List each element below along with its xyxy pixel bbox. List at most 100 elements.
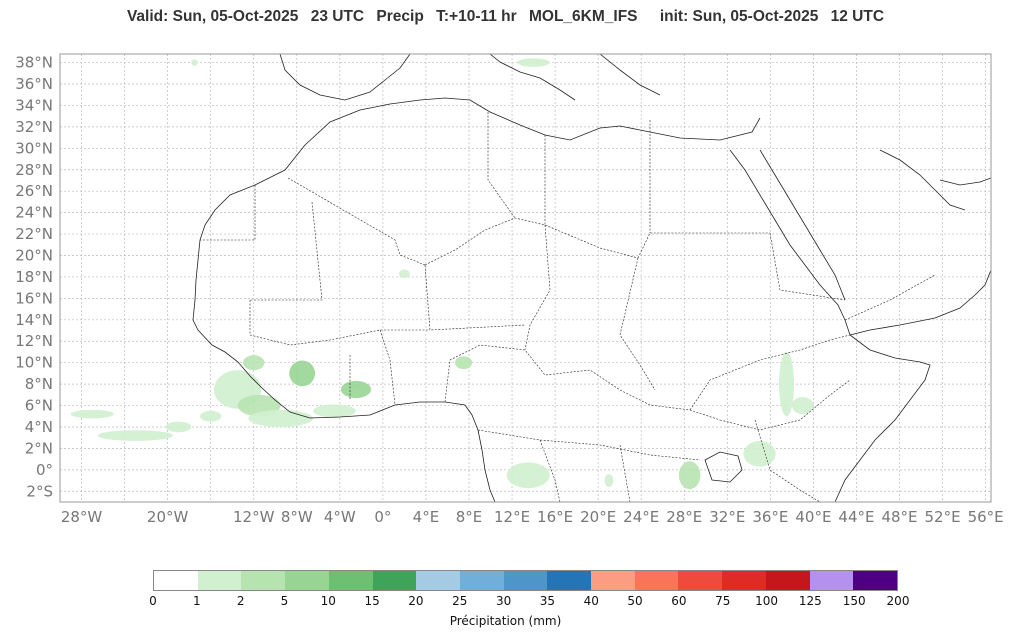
colorbar-swatch	[197, 571, 242, 590]
precip-area	[289, 360, 316, 387]
lon-label: 4°W	[324, 508, 356, 526]
lon-label: 40°E	[795, 508, 831, 526]
map-title: Valid: Sun, 05-Oct-2025 23 UTC Precip T:…	[0, 8, 1011, 26]
precip-area	[399, 269, 410, 278]
lat-label: 22°N	[15, 225, 53, 243]
lat-label: 36°N	[15, 75, 53, 93]
lat-label: 24°N	[15, 204, 53, 222]
colorbar-swatch	[328, 571, 373, 590]
colorbar-swatch	[459, 571, 504, 590]
precipitation-layer	[70, 58, 814, 490]
lat-label: 38°N	[15, 54, 53, 72]
precip-area	[97, 430, 174, 441]
colorbar-swatch	[241, 571, 286, 590]
colorbar-tick-label: 30	[495, 594, 512, 608]
lat-label: 18°N	[15, 268, 53, 286]
lat-label: 12°N	[15, 332, 53, 350]
country-borders	[200, 112, 936, 502]
init-time: 12 UTC	[830, 8, 885, 25]
colorbar-swatch	[416, 571, 460, 590]
colorbar-title: Précipitation (mm)	[449, 614, 562, 628]
colorbar-tick-label: 150	[842, 594, 866, 608]
init-date: init: Sun, 05-Oct-2025	[659, 8, 819, 25]
colorbar-tick-label: 200	[886, 594, 910, 608]
precip-area	[778, 351, 795, 417]
colorbar-swatch	[547, 571, 592, 590]
colorbar-swatch	[722, 571, 766, 590]
lon-label: 28°E	[666, 508, 702, 526]
colorbar-swatch	[809, 571, 854, 590]
colorbar-tick-label: 25	[452, 594, 468, 608]
field-name: Precip	[376, 8, 424, 25]
colorbar-tick-label: 125	[798, 594, 822, 608]
precip-area	[517, 58, 550, 67]
lon-label: 24°E	[623, 508, 659, 526]
lon-label: 56°E	[968, 508, 1004, 526]
precip-area	[506, 462, 550, 489]
lon-label: 12°W	[233, 508, 275, 526]
precip-area	[791, 396, 814, 415]
lead-time: T:+10-11 hr	[436, 8, 517, 25]
map-border	[59, 53, 992, 503]
lat-label: 2°S	[26, 482, 53, 500]
colorbar-tick-label: 10	[320, 594, 336, 608]
lat-label: 10°N	[15, 354, 53, 372]
colorbar-tick-label: 100	[755, 594, 778, 608]
precip-area	[199, 410, 222, 422]
colorbar-swatch	[285, 571, 329, 590]
precip-area	[248, 409, 313, 427]
lon-label: 20°E	[580, 508, 616, 526]
valid-time: 23 UTC	[310, 8, 365, 25]
lat-label: 28°N	[15, 161, 53, 179]
colorbar-swatch	[154, 571, 198, 590]
lat-label: 0°	[36, 461, 53, 479]
lon-label: 0°	[374, 508, 391, 526]
valid-date: Valid: Sun, 05-Oct-2025	[126, 8, 299, 25]
colorbar-tick-label: 20	[408, 594, 424, 608]
lon-label: 48°E	[881, 508, 917, 526]
colorbar-tick-label: 0	[149, 594, 157, 608]
lat-label: 20°N	[15, 246, 53, 264]
lat-label: 14°N	[15, 311, 53, 329]
precip-area	[678, 461, 701, 490]
colorbar-tick-label: 50	[627, 594, 643, 608]
lon-label: 12°E	[494, 508, 530, 526]
lat-label: 32°N	[15, 118, 53, 136]
colorbar-tick-label: 1	[192, 594, 201, 608]
lon-label: 8°W	[281, 508, 313, 526]
colorbar-swatch	[678, 571, 723, 590]
lon-label: 20°W	[147, 508, 189, 526]
lon-label: 16°E	[537, 508, 573, 526]
lat-label: 6°N	[25, 397, 53, 415]
colorbar	[153, 570, 898, 591]
lat-label: 2°N	[25, 439, 53, 457]
lat-label: 4°N	[25, 418, 53, 436]
precip-area	[70, 409, 114, 419]
lat-label: 30°N	[15, 139, 53, 157]
colorbar-swatch	[591, 571, 635, 590]
precip-area	[743, 440, 776, 467]
colorbar-swatch	[503, 571, 548, 590]
precip-area	[312, 404, 356, 418]
lat-label: 8°N	[25, 375, 53, 393]
colorbar-swatch	[853, 571, 897, 590]
lat-label: 16°N	[15, 289, 53, 307]
lon-label: 8°E	[456, 508, 483, 526]
lon-label: 4°E	[413, 508, 440, 526]
precip-area	[191, 59, 198, 66]
lon-label: 32°E	[709, 508, 745, 526]
axis-labels: 38°N 36°N 34°N 32°N 30°N 28°N 26°N 24°N 22°N 20°N…	[15, 54, 1003, 526]
colorbar-tick-label: 40	[583, 594, 599, 608]
colorbar-tick-label: 35	[539, 594, 556, 608]
lon-label: 28°W	[61, 508, 103, 526]
lon-label: 36°E	[752, 508, 788, 526]
lat-label: 34°N	[15, 96, 53, 114]
precip-area	[242, 355, 265, 371]
model-name: MOL_6KM_IFS	[529, 8, 638, 25]
precip-area	[165, 421, 192, 433]
colorbar-swatch	[765, 571, 810, 590]
map-frame	[60, 54, 991, 502]
lon-label: 44°E	[838, 508, 874, 526]
lon-label: 52°E	[925, 508, 961, 526]
